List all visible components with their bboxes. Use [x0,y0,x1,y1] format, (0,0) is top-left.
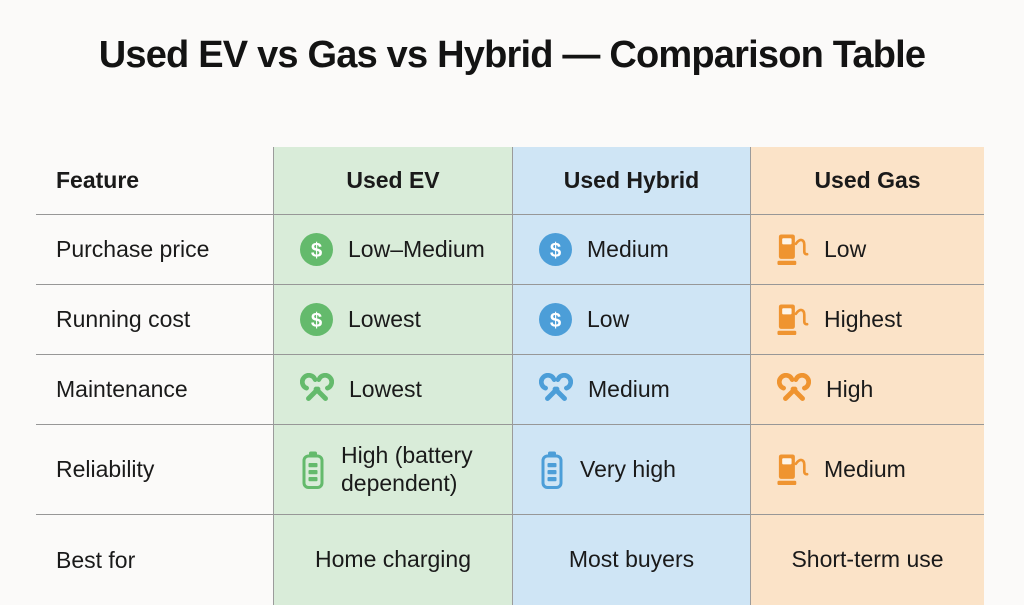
cell-text: Low [824,235,867,262]
row-label-best-for: Best for [56,546,136,573]
cell-text: Medium [824,455,906,482]
gas-pump-icon [777,231,809,268]
cell-text: Low–Medium [348,235,485,262]
cell-text: High [826,375,874,402]
row-label-running-cost: Running cost [36,285,273,355]
cell-reliability-gas: Medium [750,425,984,515]
cell-reliability-ev: High (battery dependent) [273,425,512,515]
cell-best-for-gas: Short-term use [750,515,984,605]
row-label-reliability: Reliability [36,425,273,515]
cell-text: Medium [588,375,670,402]
cell-reliability-hybrid: Very high [512,425,750,515]
cell-text: Low [587,305,630,332]
page-title: Used EV vs Gas vs Hybrid — Comparison Ta… [98,34,926,76]
cell-running-cost-gas: Highest [750,285,984,355]
cell-text: Very high [580,455,676,482]
battery-icon [539,451,565,489]
row-label-purchase-price: Purchase price [36,215,273,285]
gas-pump-icon [777,301,809,338]
row-label-maintenance: Maintenance [36,355,273,425]
cell-text: Short-term use [791,546,944,573]
battery-icon [300,451,326,489]
cell-text: Lowest [348,305,421,332]
cell-best-for-ev: Home charging [273,515,512,605]
column-header-feature: Feature [36,147,273,215]
dollar-circle-icon [539,233,572,266]
cell-purchase-price-gas: Low [750,215,984,285]
cell-text: Medium [587,235,669,262]
column-header-used-ev: Used EV [273,147,512,215]
cell-running-cost-ev: Lowest [273,285,512,355]
cell-purchase-price-hybrid: Medium [512,215,750,285]
crossed-wrenches-icon [300,373,334,407]
cell-text: Most buyers [568,546,695,573]
gas-pump-icon [777,451,809,488]
cell-maintenance-ev: Lowest [273,355,512,425]
dollar-circle-icon [539,303,572,336]
dollar-circle-icon [300,303,333,336]
cell-purchase-price-ev: Low–Medium [273,215,512,285]
cell-text: High (battery dependent) [341,441,473,496]
cell-running-cost-hybrid: Low [512,285,750,355]
crossed-wrenches-icon [539,373,573,407]
dollar-circle-icon [300,233,333,266]
comparison-table: Feature Used EV Used Hybrid Used Gas Pur… [36,147,984,605]
cell-best-for-hybrid: Most buyers [512,515,750,605]
column-header-used-hybrid: Used Hybrid [512,147,750,215]
cell-text: Highest [824,305,902,332]
cell-maintenance-gas: High [750,355,984,425]
cell-text: Lowest [349,375,422,402]
cell-text: Home charging [315,546,471,573]
cell-maintenance-hybrid: Medium [512,355,750,425]
column-header-used-gas: Used Gas [750,147,984,215]
crossed-wrenches-icon [777,373,811,407]
